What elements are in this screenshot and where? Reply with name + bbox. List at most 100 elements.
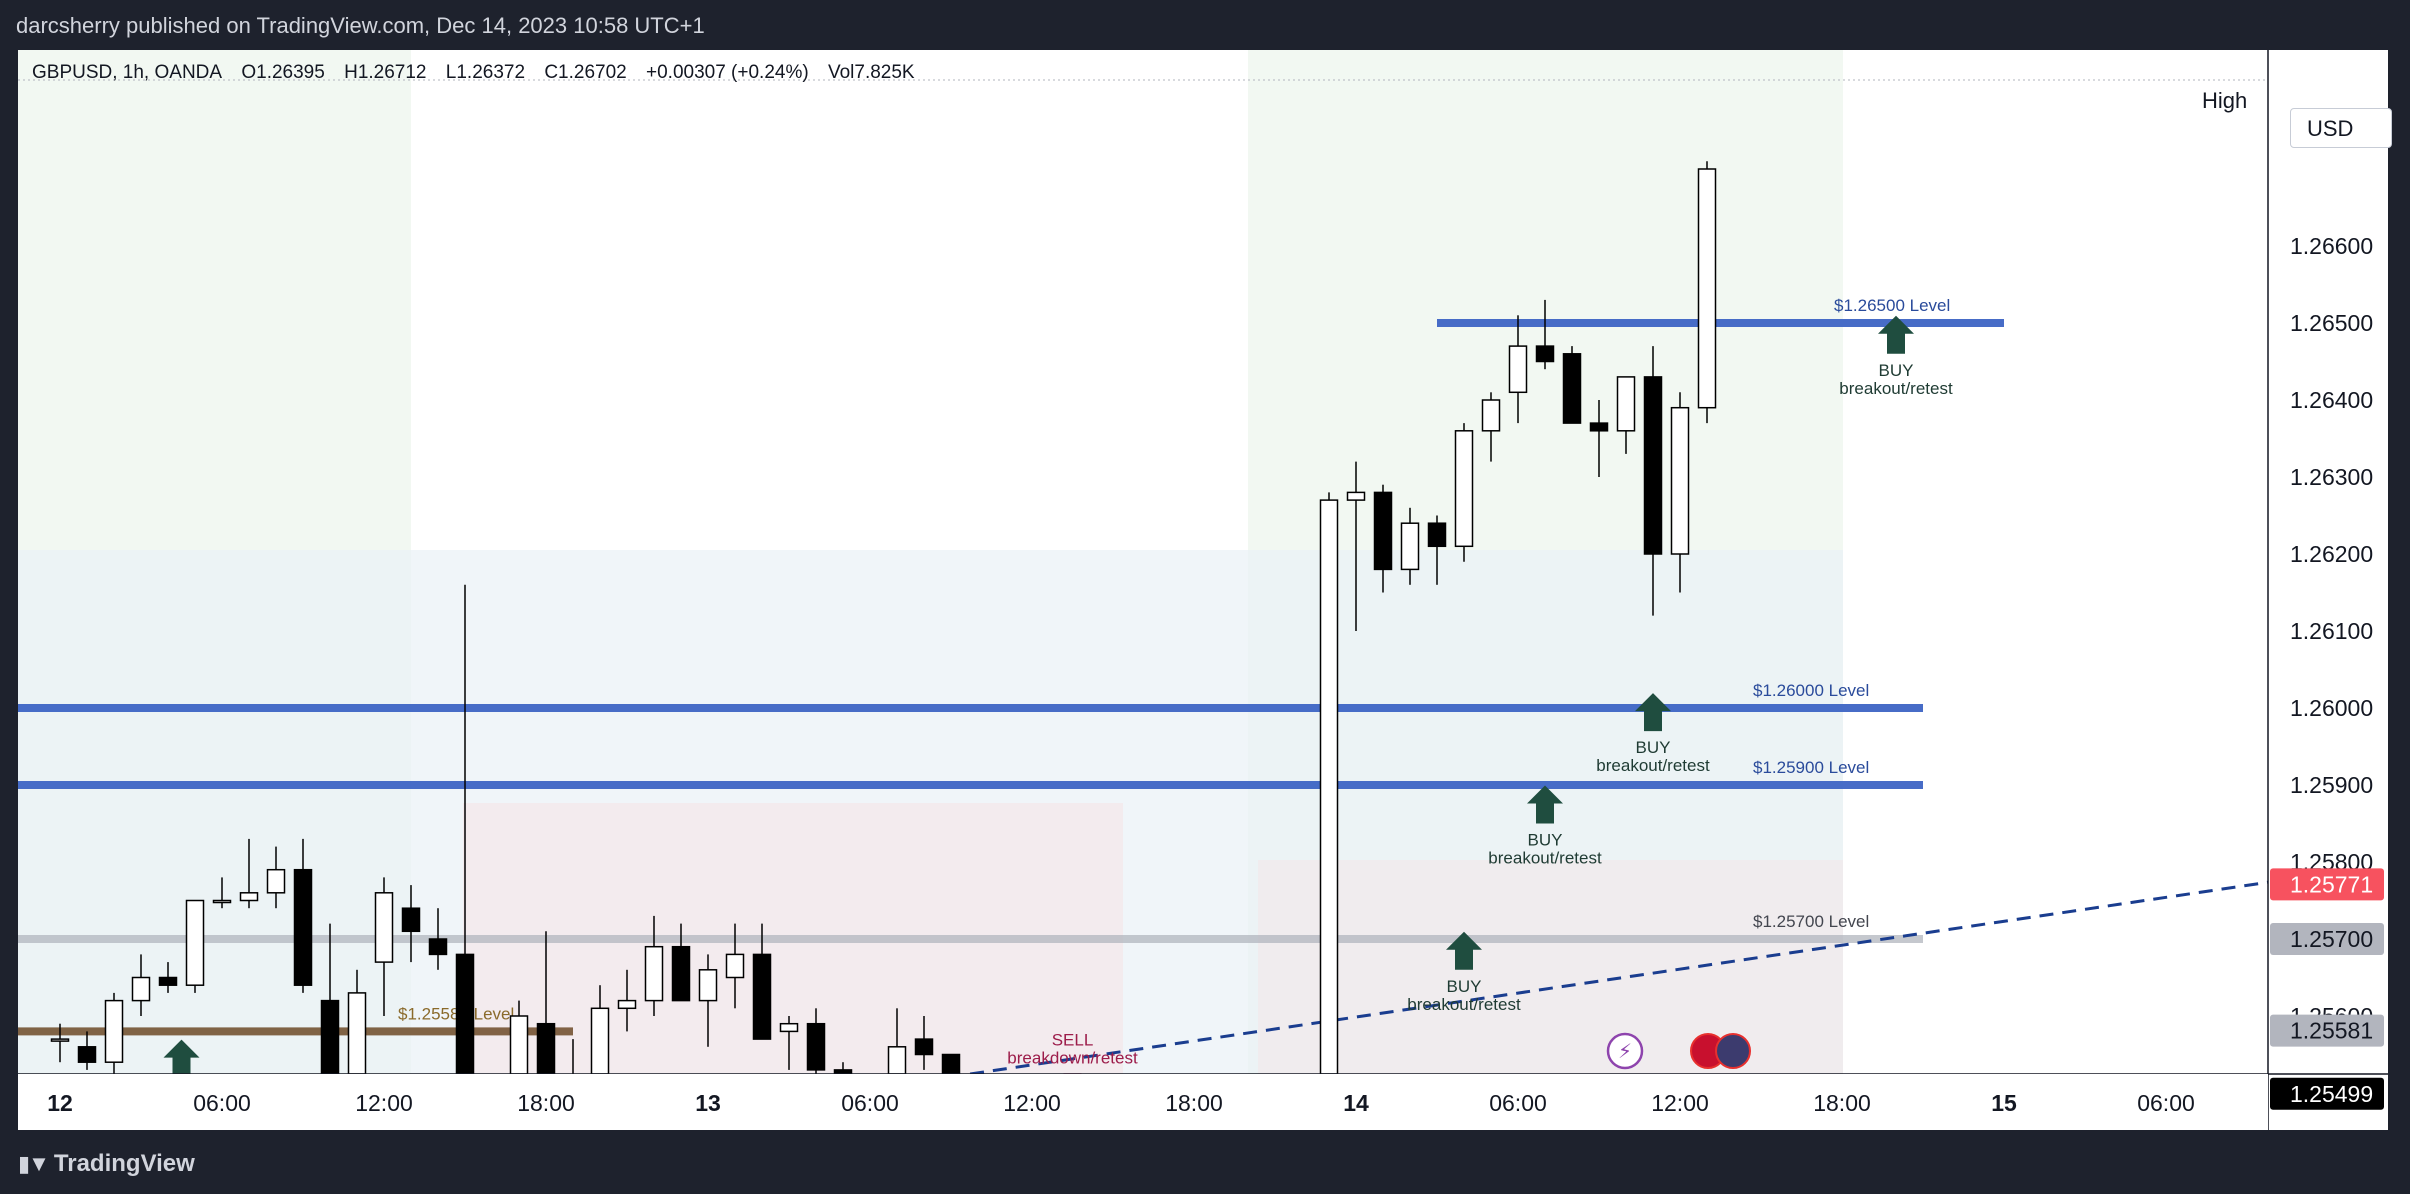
candle-body — [1670, 406, 1690, 555]
candle-body — [50, 1038, 70, 1042]
candle-body — [347, 992, 367, 1075]
chart-area[interactable]: $1.26500 Level $1.26000 Level $1.25900 Lev… — [18, 50, 2392, 1130]
candle-body — [509, 1015, 529, 1075]
candle-body — [212, 899, 232, 904]
publisher-info: darcsherry published on TradingView.com,… — [16, 13, 705, 38]
candle-body — [671, 945, 691, 1002]
x-tick-label: 18:00 — [1165, 1090, 1223, 1116]
x-tick-label: 14 — [1343, 1090, 1369, 1116]
tradingview-logo[interactable]: ▮▼ TradingView — [18, 1150, 195, 1178]
candle-body — [1400, 522, 1420, 571]
buy-label: BUY — [1879, 361, 1914, 380]
candle-body — [887, 1046, 907, 1075]
candle-body — [1562, 353, 1582, 424]
top-bar: darcsherry published on TradingView.com,… — [0, 0, 2410, 50]
currency-button[interactable]: USD — [2290, 108, 2392, 148]
candle-body — [185, 899, 205, 986]
y-tick-label: 1.26400 — [2290, 387, 2373, 413]
candle-body — [1508, 345, 1528, 394]
legend-volume: Vol7.825K — [827, 62, 915, 83]
candlestick-chart[interactable]: $1.26500 Level $1.26000 Level $1.25900 Lev… — [18, 50, 2388, 1130]
legend-symbol[interactable]: GBPUSD, 1h, OANDA — [32, 62, 223, 83]
price-tag — [2270, 868, 2384, 901]
candle-body — [1616, 376, 1636, 432]
buy-arrow-icon — [1446, 931, 1482, 970]
legend-change: +0.00307 (+0.24%) — [646, 62, 809, 83]
buy-label-detail: breakout/retest — [1488, 849, 1602, 868]
legend-open: O1.26395 — [241, 62, 325, 83]
candle-body — [536, 1022, 556, 1075]
candle-body — [1373, 491, 1393, 571]
candle-body — [293, 868, 313, 986]
sell-label: SELL — [1052, 1030, 1094, 1049]
ohlc-legend: GBPUSD, 1h, OANDA O1.26395 H1.26712 L1.2… — [32, 62, 929, 84]
candle-body — [590, 1007, 610, 1075]
x-tick-label: 12:00 — [1003, 1090, 1061, 1116]
y-tick-label: 1.26000 — [2290, 695, 2373, 721]
candle-body — [1535, 345, 1555, 363]
buy-label-detail: breakout/retest — [1407, 995, 1521, 1014]
candle-body — [401, 907, 421, 933]
candle-body — [1697, 168, 1717, 409]
x-tick-label: 12:00 — [1651, 1090, 1709, 1116]
y-tick-label: 1.25900 — [2290, 772, 2373, 798]
candle-body — [1346, 491, 1366, 501]
candle-body — [320, 999, 340, 1075]
buy-label: BUY — [1528, 831, 1563, 850]
candle-body — [941, 1053, 961, 1075]
buy-label: BUY — [1447, 977, 1482, 996]
candle-body — [428, 938, 448, 956]
high-marker-label: High — [2202, 88, 2248, 113]
price-tag-label: 1.25771 — [2290, 871, 2373, 897]
x-tick-label: 06:00 — [1489, 1090, 1547, 1116]
candle-body — [1454, 430, 1474, 548]
x-tick-label: 18:00 — [1813, 1090, 1871, 1116]
buy-label: BUY — [1636, 738, 1671, 757]
candle-body — [158, 976, 178, 986]
trend-line — [581, 875, 2302, 1130]
candle-body — [1319, 499, 1339, 1075]
candle-body — [725, 953, 745, 979]
buy-label-detail: breakout/retest — [1596, 756, 1710, 775]
level-label: $1.26000 Level — [1753, 681, 1869, 700]
price-tag — [2270, 923, 2384, 955]
price-tag — [2270, 1077, 2384, 1110]
price-tag-label: 1.25581 — [2290, 1018, 2373, 1044]
y-tick-label: 1.26500 — [2290, 310, 2373, 336]
level-line — [18, 781, 1923, 789]
candle-body — [914, 1038, 934, 1056]
brand-name: TradingView — [53, 1150, 195, 1177]
x-tick-label: 12 — [47, 1090, 73, 1116]
candle-body — [455, 953, 475, 1075]
candle-body — [698, 969, 718, 1002]
price-axis-background — [2268, 50, 2388, 1130]
range-box-pink-2 — [1258, 860, 1843, 1074]
candle-body — [779, 1022, 799, 1033]
x-tick-label: 13 — [695, 1090, 721, 1116]
candle-body — [239, 892, 259, 902]
level-line — [18, 704, 1923, 712]
buy-arrow-icon — [1527, 785, 1563, 824]
x-tick-label: 12:00 — [355, 1090, 413, 1116]
tradingview-logo-icon: ▮▼ — [18, 1151, 50, 1176]
buy-arrow-icon — [163, 1039, 200, 1078]
level-label: $1.25700 Level — [1753, 912, 1869, 931]
y-tick-label: 1.26600 — [2290, 233, 2373, 259]
candle-body — [1427, 522, 1447, 548]
level-line — [1437, 319, 2004, 327]
candle-body — [617, 999, 637, 1010]
candle-body — [806, 1022, 826, 1071]
level-line — [18, 935, 1923, 943]
candle-body — [1589, 422, 1609, 432]
buy-arrow-icon — [1635, 693, 1671, 732]
candle-body — [752, 953, 772, 1040]
candle-body — [77, 1046, 97, 1063]
lightning-event-icon — [1606, 1032, 1644, 1070]
price-tag-label: 1.25700 — [2290, 926, 2373, 952]
legend-low: L1.26372 — [445, 62, 526, 83]
x-tick-label: 06:00 — [841, 1090, 899, 1116]
level-label: $1.25900 Level — [1753, 758, 1869, 777]
legend-high: H1.26712 — [344, 62, 427, 83]
bottom-bar: ▮▼ TradingView — [0, 1130, 2410, 1194]
candle-body — [104, 999, 124, 1063]
